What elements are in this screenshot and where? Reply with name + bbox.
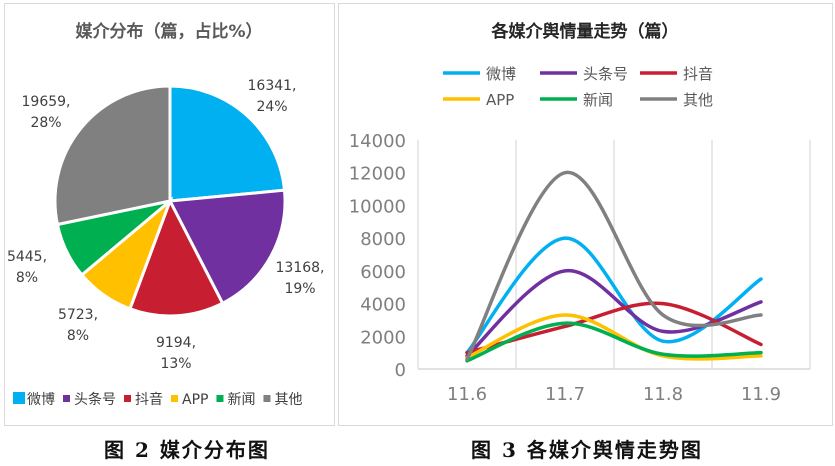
y-tick-label: 14000 [349, 131, 406, 152]
pie-data-label-percent: 19% [284, 281, 315, 297]
legend-swatch [63, 395, 70, 402]
legend-label-抖音: 抖音 [683, 65, 713, 83]
pie-slice-头条号 [167, 188, 287, 306]
pie-data-label-percent: 8% [16, 270, 38, 286]
y-tick-label: 10000 [349, 196, 406, 217]
pie-data-label-percent: 8% [67, 328, 89, 344]
pie-data-label-value: 5445, [7, 249, 47, 265]
line-series-其他 [465, 170, 763, 361]
pie-title: 媒介分布（篇，占比%） [75, 21, 262, 42]
y-tick-label: 4000 [360, 295, 406, 316]
legend-label-微博: 微博 [486, 65, 516, 83]
pie-data-label-value: 5723, [58, 307, 98, 323]
line-series-新闻 [465, 321, 763, 363]
legend-swatch [13, 392, 25, 404]
legend-label-其他: 其他 [683, 91, 713, 109]
legend-label-其他: 其他 [274, 392, 302, 408]
line-title: 各媒介舆情量走势（篇） [491, 21, 679, 42]
figure-3-caption: 图 3 各媒介舆情走势图 [471, 438, 703, 462]
legend-label-新闻: 新闻 [583, 91, 613, 109]
pie-slice-其他 [53, 84, 172, 227]
legend-label-抖音: 抖音 [135, 391, 163, 408]
legend-swatch [263, 395, 271, 402]
pie-data-label-percent: 28% [30, 115, 61, 131]
y-tick-label: 2000 [360, 327, 406, 348]
legend-swatch [124, 395, 131, 402]
pie-slice-抖音 [128, 197, 225, 318]
y-tick-label: 0 [395, 360, 406, 381]
legend-swatch [216, 395, 224, 402]
x-tick-label: 11.9 [741, 384, 781, 405]
legend-label-头条号: 头条号 [583, 65, 628, 83]
x-tick-label: 11.6 [447, 384, 487, 405]
pie-data-label-value: 13168, [276, 260, 325, 276]
y-tick-label: 12000 [349, 164, 406, 185]
legend-label-头条号: 头条号 [74, 391, 116, 408]
pie-data-label-value: 16341, [248, 78, 297, 94]
legend-label-APP: APP [486, 91, 514, 109]
pie-data-label-value: 9194, [156, 335, 196, 351]
legend-label-APP: APP [182, 392, 208, 408]
line-series-APP [465, 313, 763, 361]
x-tick-label: 11.8 [643, 384, 683, 405]
pie-data-label-value: 19659, [22, 94, 71, 110]
pie-slice-微博 [168, 84, 287, 203]
pie-data-label-percent: 13% [160, 356, 191, 372]
x-tick-label: 11.7 [545, 384, 585, 405]
y-tick-label: 8000 [360, 229, 406, 250]
legend-label-新闻: 新闻 [227, 392, 255, 408]
legend-label-微博: 微博 [27, 391, 55, 408]
y-tick-label: 6000 [360, 262, 406, 283]
pie-data-label-percent: 24% [256, 99, 287, 115]
legend-swatch [171, 395, 178, 402]
figure-2-caption: 图 2 媒介分布图 [104, 438, 270, 462]
